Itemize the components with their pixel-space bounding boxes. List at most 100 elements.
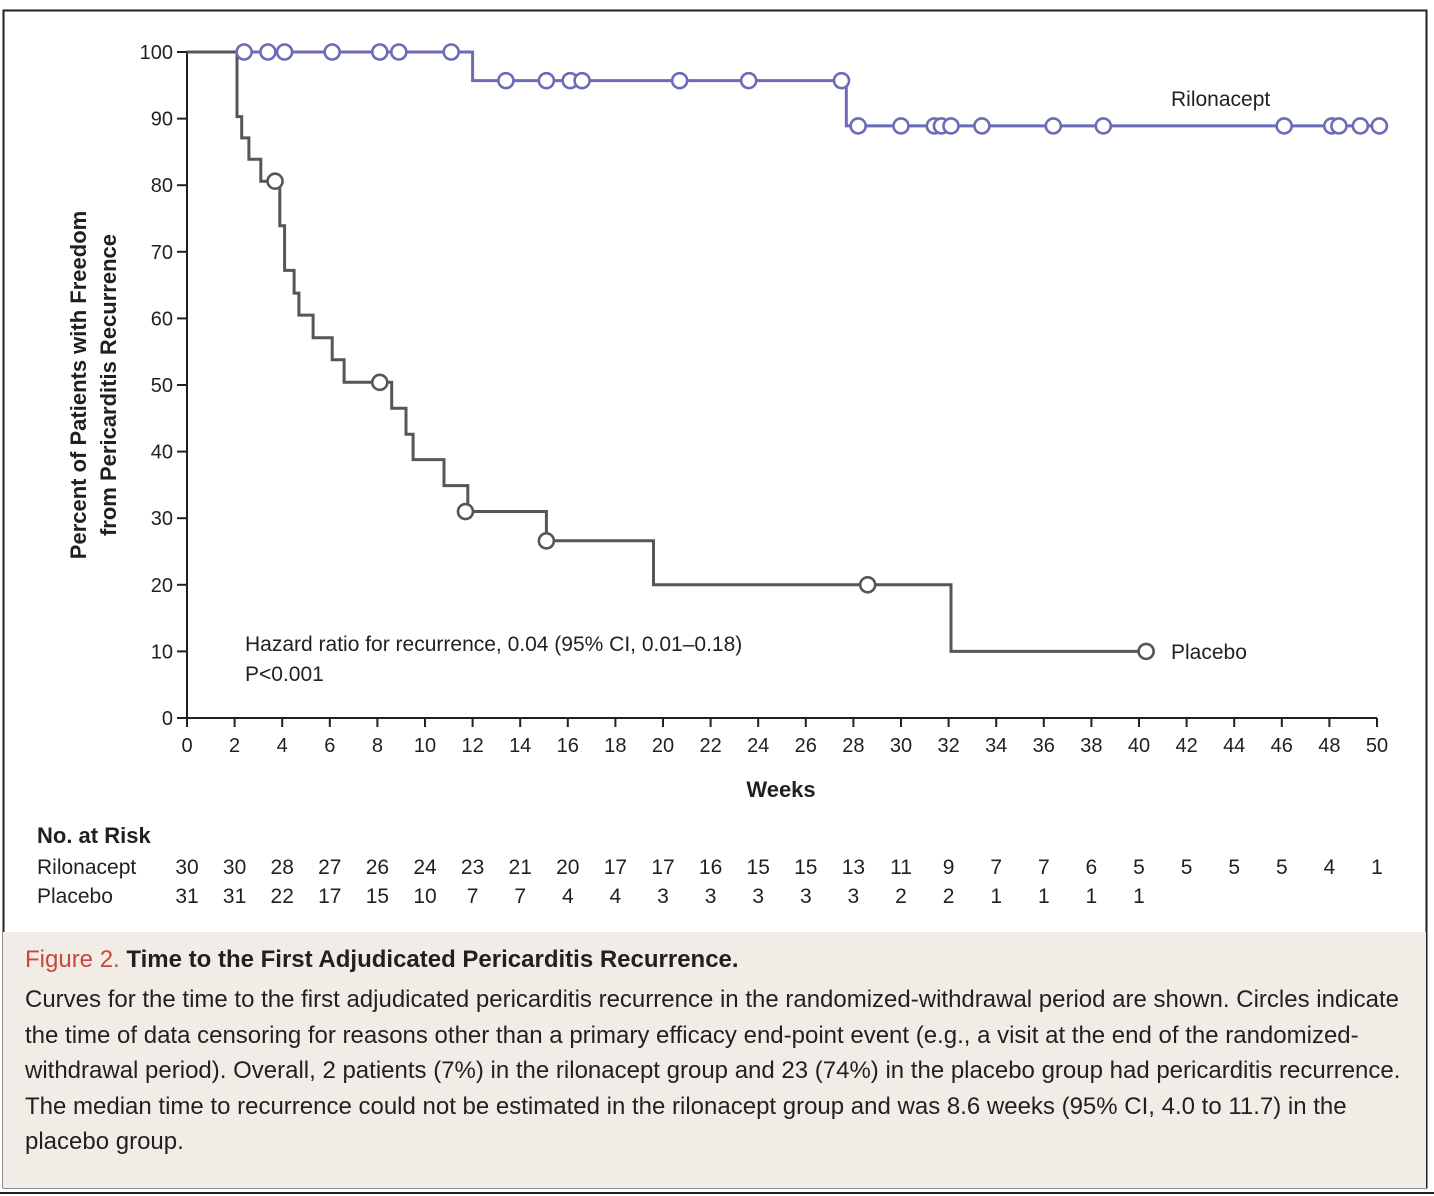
x-tick-label: 40 (1128, 735, 1150, 757)
at-risk-value: 2 (943, 885, 955, 908)
y-tick-label: 20 (151, 575, 173, 597)
y-tick-label: 40 (151, 442, 173, 464)
censor-mark-rilonacept (973, 117, 991, 135)
x-tick-label: 46 (1271, 735, 1293, 757)
x-tick-label: 18 (604, 735, 626, 757)
x-tick-label: 48 (1318, 735, 1340, 757)
at-risk-value: 13 (842, 856, 865, 879)
at-risk-value: 3 (705, 885, 717, 908)
at-risk-value: 7 (467, 885, 479, 908)
censor-mark-rilonacept (892, 117, 910, 135)
at-risk-value: 2 (895, 885, 907, 908)
caption-body: Curves for the time to the first adjudic… (25, 986, 1401, 1155)
censor-mark-rilonacept (275, 43, 294, 61)
x-tick-label: 22 (699, 735, 721, 757)
censor-mark-placebo (858, 575, 877, 594)
at-risk-label-rilonacept: Rilonacept (37, 856, 136, 879)
at-risk-value: 3 (752, 885, 764, 908)
x-tick-label: 0 (181, 735, 192, 757)
x-tick-label: 6 (324, 735, 335, 757)
at-risk-value: 24 (413, 856, 437, 879)
censor-mark-rilonacept (537, 71, 556, 90)
figure-label: Figure 2. (25, 946, 120, 973)
at-risk-value: 5 (1133, 856, 1145, 879)
censor-mark-rilonacept (497, 71, 515, 90)
censor-mark-rilonacept (739, 71, 758, 90)
at-risk-value: 7 (514, 885, 526, 908)
x-tick-label: 30 (890, 735, 912, 757)
at-risk-value: 5 (1228, 856, 1240, 879)
censor-mark-rilonacept (323, 43, 341, 61)
caption-heading: Figure 2. Time to the First Adjudicated … (25, 944, 1404, 976)
at-risk-value: 17 (318, 885, 341, 908)
km-chart: 0 2 4 6 8 10 12 14 16 18 20 22 24 26 28 30 32 34 36 38 40 42 4… (37, 42, 1389, 908)
hazard-ratio-annotation: Hazard ratio for recurrence, 0.04 (95% C… (245, 633, 742, 656)
x-tick-label: 4 (277, 735, 288, 757)
at-risk-value: 1 (1133, 885, 1145, 908)
at-risk-value: 23 (461, 856, 484, 879)
at-risk-value: 3 (657, 885, 669, 908)
x-axis-title: Weeks (746, 777, 815, 802)
x-tick-label: 34 (985, 735, 1007, 757)
censor-mark-rilonacept (1044, 117, 1063, 135)
at-risk-value: 10 (413, 885, 436, 908)
x-tick-label: 28 (842, 735, 864, 757)
at-risk-value: 4 (562, 885, 574, 908)
at-risk-value: 30 (175, 856, 198, 879)
at-risk-value: 17 (651, 856, 674, 879)
at-risk-value: 6 (1086, 856, 1098, 879)
x-tick-label: 20 (652, 735, 674, 757)
series-label-rilonacept: Rilonacept (1171, 88, 1270, 111)
censor-markers (235, 43, 1389, 661)
censor-mark-rilonacept (573, 71, 591, 90)
figure-title: Time to the First Adjudicated Pericardit… (126, 946, 739, 973)
at-risk-value: 27 (318, 856, 341, 879)
x-tick-label: 26 (795, 735, 817, 757)
at-risk-value: 4 (610, 885, 622, 908)
x-tick-label: 8 (372, 735, 383, 757)
at-risk-value: 3 (848, 885, 860, 908)
at-risk-value: 16 (699, 856, 722, 879)
at-risk-value: 20 (556, 856, 579, 879)
censor-mark-placebo (456, 502, 475, 521)
at-risk-value: 1 (990, 885, 1002, 908)
y-axis-title-line1: Percent of Patients with Freedom (66, 211, 91, 559)
at-risk-value: 22 (271, 885, 294, 908)
censor-mark-placebo (1137, 642, 1155, 661)
censor-mark-placebo (266, 172, 284, 191)
censor-mark-rilonacept (670, 71, 689, 90)
at-risk-label-placebo: Placebo (37, 885, 113, 908)
y-tick-label: 70 (151, 242, 173, 264)
at-risk-value: 15 (366, 885, 389, 908)
y-tick-label: 10 (151, 641, 173, 663)
x-tick-label: 14 (509, 735, 531, 757)
censor-mark-rilonacept (1370, 117, 1389, 135)
at-risk-value: 26 (366, 856, 389, 879)
censor-mark-rilonacept (1351, 117, 1370, 135)
axes: 0 2 4 6 8 10 12 14 16 18 20 22 24 26 28 30 32 34 36 38 40 42 4… (140, 42, 1389, 757)
p-value-annotation: P<0.001 (245, 663, 324, 686)
y-axis-title-line2: from Pericarditis Recurrence (96, 234, 121, 536)
at-risk-value: 15 (794, 856, 817, 879)
censor-mark-rilonacept (370, 43, 389, 61)
censor-mark-rilonacept (442, 43, 460, 61)
at-risk-title: No. at Risk (37, 823, 151, 848)
censor-mark-placebo (370, 373, 389, 392)
at-risk-value: 17 (604, 856, 627, 879)
censor-mark-placebo (537, 532, 556, 550)
at-risk-value: 1 (1038, 885, 1050, 908)
x-tick-label: 10 (414, 735, 436, 757)
y-tick-label: 50 (151, 375, 173, 397)
x-tick-label: 50 (1366, 735, 1388, 757)
y-tick-label: 90 (151, 109, 173, 131)
at-risk-value: 4 (1324, 856, 1336, 879)
at-risk-value: 1 (1086, 885, 1098, 908)
x-tick-label: 16 (557, 735, 579, 757)
censor-mark-rilonacept (942, 117, 960, 135)
series-label-placebo: Placebo (1171, 641, 1247, 664)
at-risk-value: 1 (1371, 856, 1383, 879)
y-tick-label: 30 (151, 508, 173, 530)
x-tick-label: 38 (1080, 735, 1102, 757)
x-tick-label: 36 (1033, 735, 1055, 757)
x-tick-label: 44 (1223, 735, 1245, 757)
